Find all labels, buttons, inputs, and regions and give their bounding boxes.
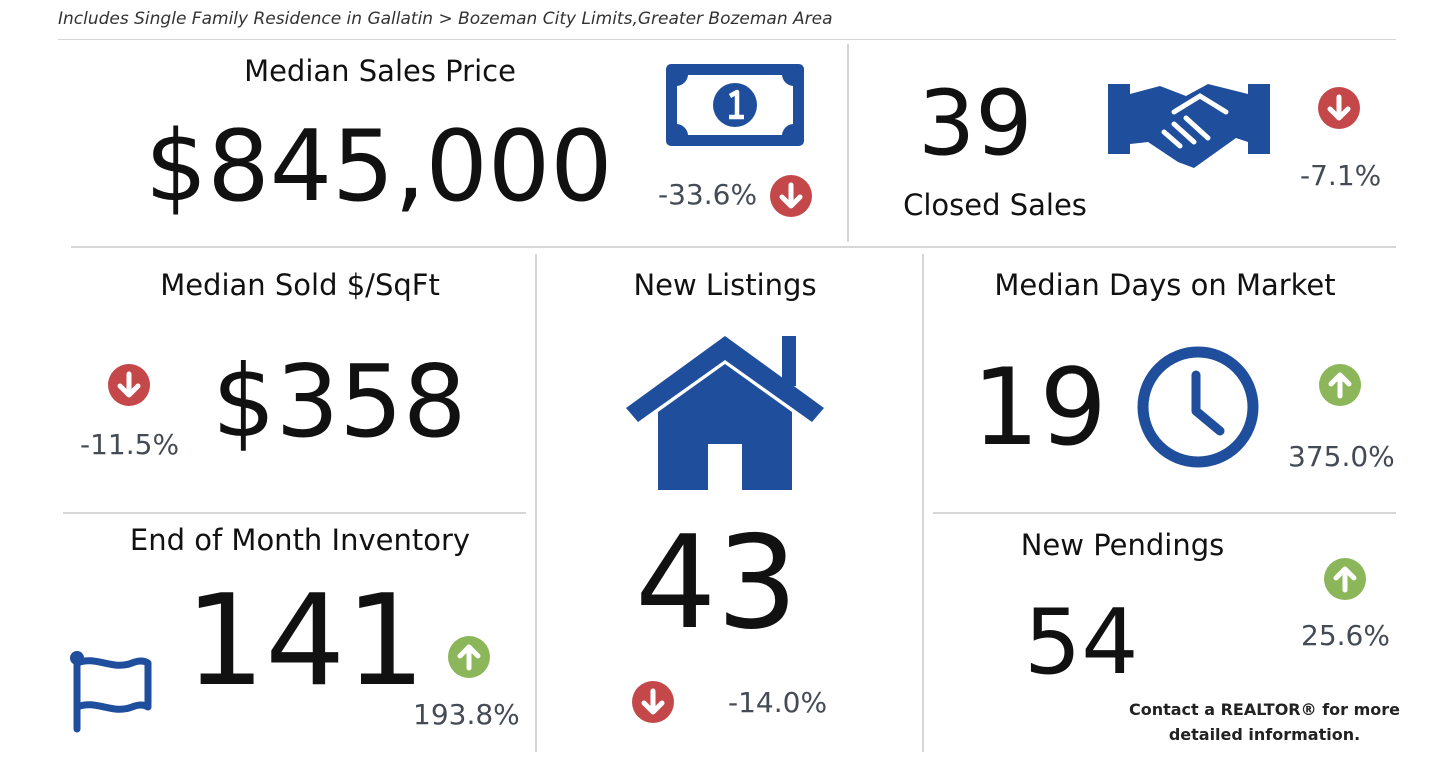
closed-sales-value: 39 (918, 71, 1033, 176)
divider-right-row-2 (933, 512, 1396, 514)
new-pendings-value: 54 (1024, 590, 1139, 695)
arrow-down-icon (108, 364, 150, 406)
new-listings-title: New Listings (633, 268, 817, 302)
arrow-down-icon (770, 175, 812, 217)
median-days-on-market-title: Median Days on Market (994, 268, 1336, 302)
median-days-on-market-value: 19 (972, 346, 1107, 469)
contact-realtor-note: Contact a REALTOR® for more detailed inf… (1112, 697, 1417, 747)
new-listings-value: 43 (635, 509, 798, 658)
top-divider (58, 39, 1396, 40)
new-pendings-title: New Pendings (1020, 528, 1225, 562)
new-pendings-change: 25.6% (1301, 619, 1390, 652)
closed-sales-change: -7.1% (1300, 159, 1382, 192)
median-sales-price-value: $845,000 (145, 110, 613, 224)
money-bill-icon (666, 64, 804, 146)
arrow-down-icon (1318, 87, 1360, 129)
divider-top-vertical (847, 44, 849, 242)
end-of-month-inventory-title: End of Month Inventory (129, 523, 471, 557)
median-sales-price-title: Median Sales Price (244, 54, 516, 88)
divider-row-1 (71, 246, 1396, 248)
median-sold-sqft-title: Median Sold $/SqFt (160, 268, 440, 302)
arrow-up-icon (1324, 558, 1366, 600)
median-sales-price-change: -33.6% (658, 178, 758, 211)
contact-realtor-line-1: Contact a REALTOR® for more (1128, 700, 1401, 719)
closed-sales-title: Closed Sales (903, 188, 1087, 222)
arrow-up-icon (448, 636, 490, 678)
arrow-down-icon (632, 681, 674, 723)
divider-right-column (922, 254, 924, 752)
new-listings-change: -14.0% (728, 686, 828, 719)
divider-left-row-2 (63, 512, 526, 514)
median-sold-sqft-change: -11.5% (80, 428, 180, 461)
flag-icon (70, 651, 152, 733)
median-days-on-market-change: 375.0% (1288, 440, 1395, 473)
handshake-icon (1108, 84, 1270, 168)
market-scope-subtitle: Includes Single Family Residence in Gall… (58, 9, 833, 29)
divider-left-column (535, 254, 537, 752)
house-icon (626, 336, 824, 490)
contact-realtor-line-2: detailed information. (1168, 725, 1361, 744)
clock-icon (1137, 346, 1259, 468)
end-of-month-inventory-value: 141 (185, 567, 426, 714)
median-sold-sqft-value: $358 (212, 343, 467, 460)
arrow-up-icon (1319, 364, 1361, 406)
end-of-month-inventory-change: 193.8% (413, 698, 520, 731)
